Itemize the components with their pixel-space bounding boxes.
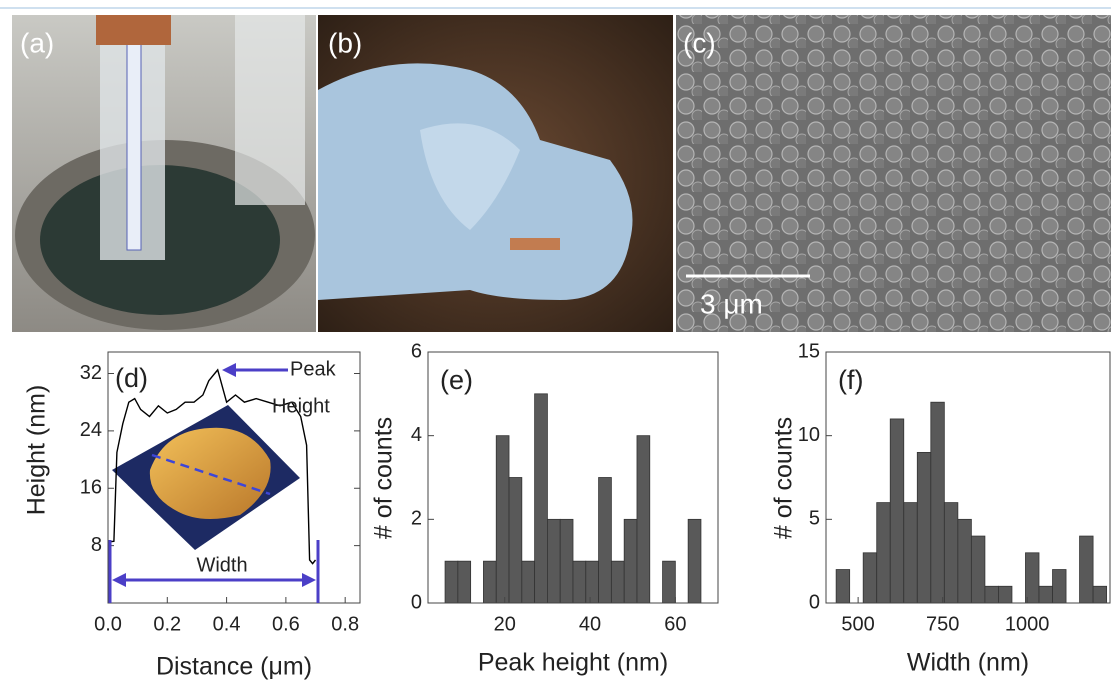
y-tick-label: 15 (798, 340, 820, 362)
y-tick-label: 6 (411, 340, 422, 362)
histogram-bar (535, 394, 548, 603)
y-axis-label: # of counts (370, 417, 398, 539)
y-tick-label: 0 (411, 591, 422, 613)
x-tick-label: 0.2 (153, 613, 181, 635)
histogram-bar (1025, 553, 1039, 603)
histogram-bar (944, 503, 958, 603)
y-tick-label: 24 (80, 419, 102, 441)
histogram-bar (931, 402, 945, 603)
x-tick-label: 1000 (1005, 613, 1050, 635)
x-tick-label: 20 (494, 613, 516, 635)
arrow-head (302, 573, 316, 587)
histogram-bar (863, 553, 877, 603)
y-tick-label: 2 (411, 508, 422, 530)
histogram-bar (496, 436, 509, 603)
scale-bar-label: 3 μm (700, 288, 763, 319)
histogram-bar (483, 561, 496, 603)
photo-c (676, 15, 1111, 332)
panel-label: (a) (20, 27, 54, 58)
x-axis-label: Distance (μm) (156, 653, 312, 681)
annotation: Peak (290, 358, 337, 380)
x-tick-label: 0.4 (213, 613, 241, 635)
x-tick-label: 0.6 (272, 613, 300, 635)
x-tick-label: 500 (841, 613, 874, 635)
y-tick-label: 10 (798, 424, 820, 446)
histogram-bar (509, 478, 522, 604)
annotation: Height (272, 395, 330, 417)
x-axis-label: Peak height (nm) (478, 649, 668, 677)
y-tick-label: 32 (80, 362, 102, 384)
histogram-bar (1093, 586, 1107, 603)
histogram-bar (637, 436, 650, 603)
histogram-bar (547, 519, 560, 603)
histogram-bar (1053, 570, 1067, 603)
y-tick-label: 16 (80, 477, 102, 499)
histogram-bar (599, 478, 612, 604)
histogram-bar (560, 519, 573, 603)
histogram-bar (663, 561, 676, 603)
panel-label: (e) (440, 365, 473, 395)
histogram-bar (998, 586, 1012, 603)
histogram-bar (445, 561, 458, 603)
figure: (a) (b) (c) 3 μm 0.00.20.40.60.88162432D… (0, 0, 1111, 690)
histogram-bar (904, 503, 918, 603)
histogram-bar (688, 519, 701, 603)
photo-a (12, 15, 316, 332)
histogram-bar (611, 561, 624, 603)
y-tick-label: 4 (411, 424, 422, 446)
histogram-bar (1080, 536, 1094, 603)
panel-label: (b) (328, 27, 362, 58)
histogram-bar (836, 570, 850, 603)
x-tick-label: 0.8 (331, 613, 359, 635)
histogram-bar (586, 561, 599, 603)
photo-b (318, 15, 673, 332)
histogram-bar (458, 561, 471, 603)
y-axis-label: # of counts (770, 417, 798, 539)
afm-inset (112, 405, 300, 550)
arrow-head (222, 363, 236, 377)
panel-label: (f) (838, 365, 863, 395)
histogram-bar (522, 561, 535, 603)
histogram-bar (890, 419, 904, 603)
annotation: Width (196, 554, 247, 576)
y-tick-label: 8 (91, 534, 102, 556)
histogram-bar (624, 519, 637, 603)
histogram-bar (573, 561, 586, 603)
histogram-bar (1039, 586, 1053, 603)
histogram-bar (971, 536, 985, 603)
arrow-head (112, 573, 126, 587)
x-axis-label: Width (nm) (907, 649, 1029, 677)
y-tick-label: 5 (809, 508, 820, 530)
x-tick-label: 60 (664, 613, 686, 635)
x-tick-label: 40 (579, 613, 601, 635)
x-tick-label: 750 (926, 613, 959, 635)
panel-label: (c) (683, 27, 716, 58)
histogram-bar (877, 503, 891, 603)
x-tick-label: 0.0 (94, 613, 122, 635)
y-tick-label: 0 (809, 591, 820, 613)
histogram-bar (917, 452, 931, 603)
histogram-bar (985, 586, 999, 603)
y-axis-label: Height (nm) (23, 385, 51, 516)
histogram-bar (958, 519, 972, 603)
panel-label: (d) (115, 363, 148, 393)
